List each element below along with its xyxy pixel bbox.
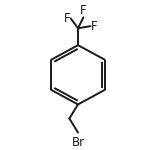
Text: F: F xyxy=(80,4,87,17)
Text: F: F xyxy=(63,12,70,25)
Text: Br: Br xyxy=(72,136,85,149)
Text: F: F xyxy=(91,20,98,33)
